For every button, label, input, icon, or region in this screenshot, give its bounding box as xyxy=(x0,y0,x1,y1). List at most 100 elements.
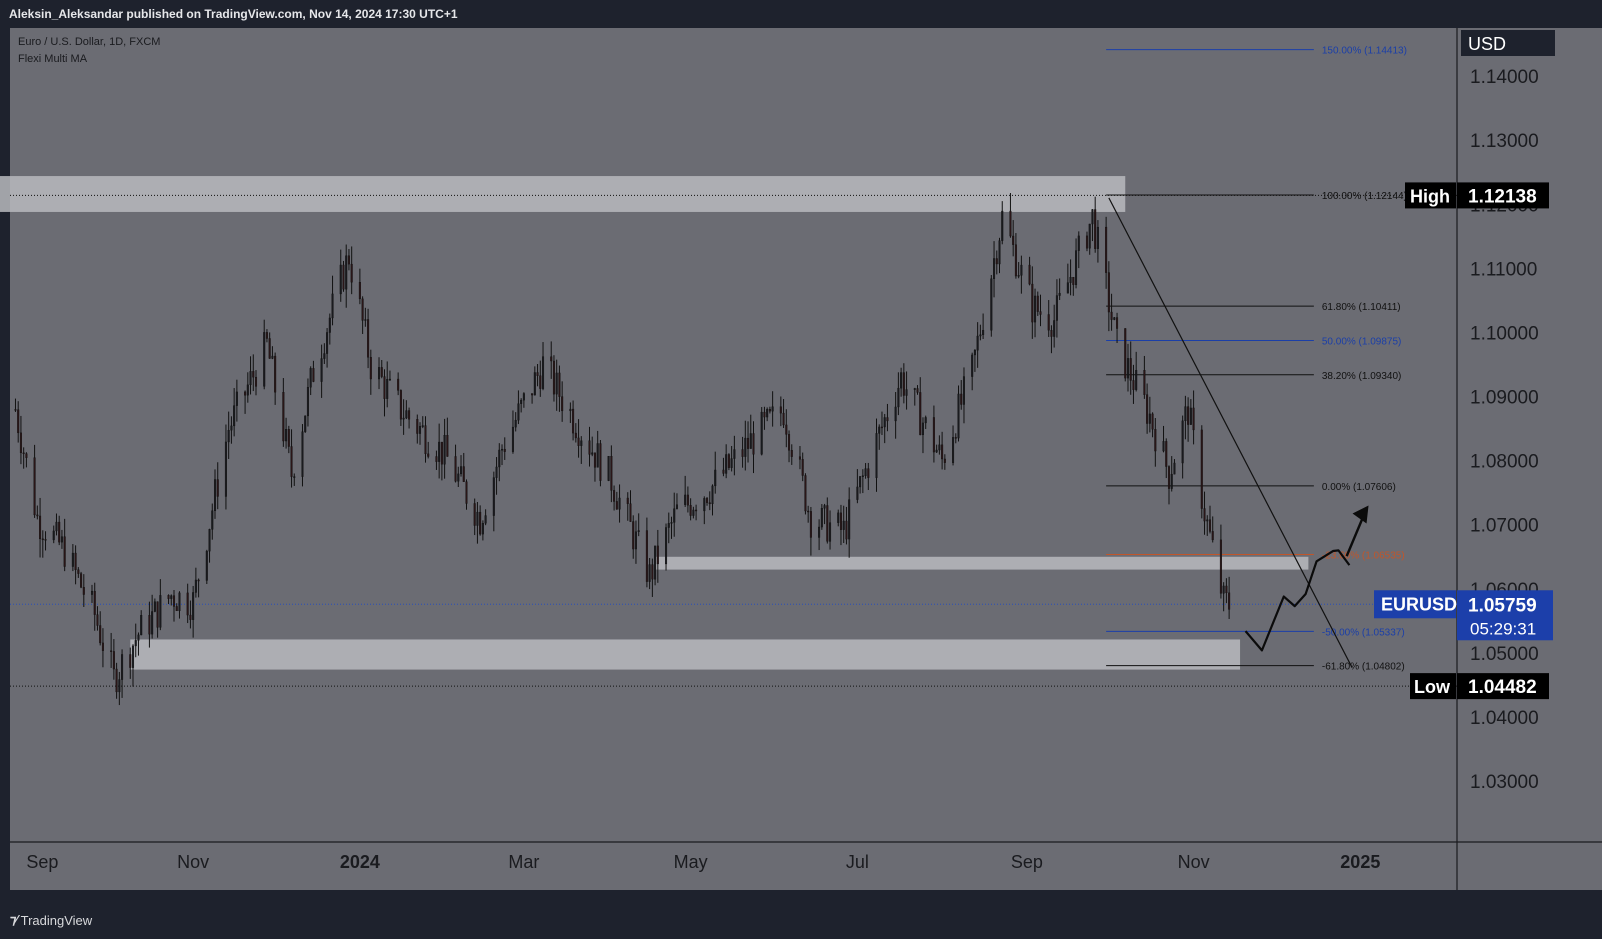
candle-body[interactable] xyxy=(714,469,717,487)
candle-body[interactable] xyxy=(77,569,80,574)
candle-body[interactable] xyxy=(55,521,58,532)
candle-body[interactable] xyxy=(380,367,383,377)
projection-path[interactable] xyxy=(1244,549,1351,652)
candle-body[interactable] xyxy=(1072,277,1075,285)
candle-body[interactable] xyxy=(418,426,422,434)
candle-body[interactable] xyxy=(481,523,484,535)
candle-body[interactable] xyxy=(131,645,135,668)
candle-body[interactable] xyxy=(703,498,706,512)
candle-body[interactable] xyxy=(110,650,113,652)
candle-body[interactable] xyxy=(121,654,124,680)
candle-body[interactable] xyxy=(656,545,659,565)
candle-body[interactable] xyxy=(1222,585,1225,594)
candle-body[interactable] xyxy=(1113,317,1116,320)
candle-body[interactable] xyxy=(388,378,391,381)
candle-body[interactable] xyxy=(782,412,785,426)
candle-body[interactable] xyxy=(320,358,323,382)
candle-body[interactable] xyxy=(675,504,678,509)
candle-body[interactable] xyxy=(615,501,618,510)
candle-body[interactable] xyxy=(878,426,881,434)
candle-body[interactable] xyxy=(829,522,832,542)
candle-body[interactable] xyxy=(897,387,900,408)
candle-body[interactable] xyxy=(1001,210,1004,241)
candle-body[interactable] xyxy=(460,466,463,475)
candle-body[interactable] xyxy=(651,564,654,580)
candle-body[interactable] xyxy=(156,601,159,628)
candle-body[interactable] xyxy=(58,521,61,543)
candle-body[interactable] xyxy=(990,278,993,331)
candle-body[interactable] xyxy=(186,592,189,616)
candle-body[interactable] xyxy=(1036,295,1039,312)
candle-body[interactable] xyxy=(443,434,446,465)
candle-body[interactable] xyxy=(1110,311,1113,320)
candle-body[interactable] xyxy=(473,503,476,526)
candle-body[interactable] xyxy=(1154,429,1157,452)
candle-body[interactable] xyxy=(919,392,922,436)
candle-body[interactable] xyxy=(711,485,714,505)
candle-body[interactable] xyxy=(137,634,140,641)
candle-body[interactable] xyxy=(224,441,227,497)
candle-body[interactable] xyxy=(744,437,747,457)
candle-body[interactable] xyxy=(913,388,916,390)
candle-body[interactable] xyxy=(233,405,236,427)
chart-area[interactable] xyxy=(10,28,1490,890)
candle-body[interactable] xyxy=(244,391,247,396)
candle-body[interactable] xyxy=(771,406,774,412)
candle-body[interactable] xyxy=(886,417,889,422)
candle-body[interactable] xyxy=(342,264,345,290)
candle-body[interactable] xyxy=(397,378,400,391)
candle-body[interactable] xyxy=(626,497,629,504)
candle-body[interactable] xyxy=(785,424,788,435)
candle-body[interactable] xyxy=(801,459,804,476)
candle-body[interactable] xyxy=(708,502,711,505)
candle-body[interactable] xyxy=(588,440,591,455)
candle-body[interactable] xyxy=(848,499,851,540)
candle-body[interactable] xyxy=(446,434,449,457)
candle-body[interactable] xyxy=(1066,282,1069,294)
candle-body[interactable] xyxy=(1020,264,1023,276)
candle-body[interactable] xyxy=(290,446,293,477)
candle-body[interactable] xyxy=(1014,244,1017,277)
current-price-tag-bg[interactable] xyxy=(1457,590,1553,641)
candle-body[interactable] xyxy=(921,422,924,436)
candle-body[interactable] xyxy=(1058,292,1061,296)
candle-body[interactable] xyxy=(971,354,974,377)
candle-body[interactable] xyxy=(938,444,941,451)
candle-body[interactable] xyxy=(427,453,430,457)
candle-body[interactable] xyxy=(339,264,342,295)
candle-body[interactable] xyxy=(864,468,867,476)
candle-body[interactable] xyxy=(880,426,883,429)
candle-body[interactable] xyxy=(788,434,791,451)
candle-body[interactable] xyxy=(1143,370,1146,395)
candle-body[interactable] xyxy=(1091,209,1094,225)
candle-body[interactable] xyxy=(326,332,329,354)
candle-body[interactable] xyxy=(22,452,25,455)
candle-body[interactable] xyxy=(632,521,635,550)
candle-body[interactable] xyxy=(1116,317,1119,329)
candle-body[interactable] xyxy=(618,497,621,510)
candle-body[interactable] xyxy=(364,319,367,321)
candle-body[interactable] xyxy=(993,258,996,279)
candle-body[interactable] xyxy=(462,466,465,482)
candle-body[interactable] xyxy=(722,469,725,474)
candle-body[interactable] xyxy=(227,429,230,443)
candle-body[interactable] xyxy=(293,476,296,478)
candle-body[interactable] xyxy=(514,419,517,428)
candle-body[interactable] xyxy=(539,375,542,389)
candle-body[interactable] xyxy=(607,456,610,481)
candle-body[interactable] xyxy=(1012,235,1015,245)
candle-body[interactable] xyxy=(36,514,39,517)
candle-body[interactable] xyxy=(531,393,534,396)
candle-body[interactable] xyxy=(306,387,309,417)
candle-body[interactable] xyxy=(591,452,594,455)
candle-body[interactable] xyxy=(14,409,17,411)
candle-body[interactable] xyxy=(733,449,736,459)
candle-body[interactable] xyxy=(287,429,290,447)
candle-body[interactable] xyxy=(845,520,848,540)
candle-body[interactable] xyxy=(1077,235,1080,251)
candle-body[interactable] xyxy=(211,510,214,530)
candle-body[interactable] xyxy=(842,520,845,530)
candle-body[interactable] xyxy=(599,443,602,481)
candle-body[interactable] xyxy=(998,240,1001,265)
